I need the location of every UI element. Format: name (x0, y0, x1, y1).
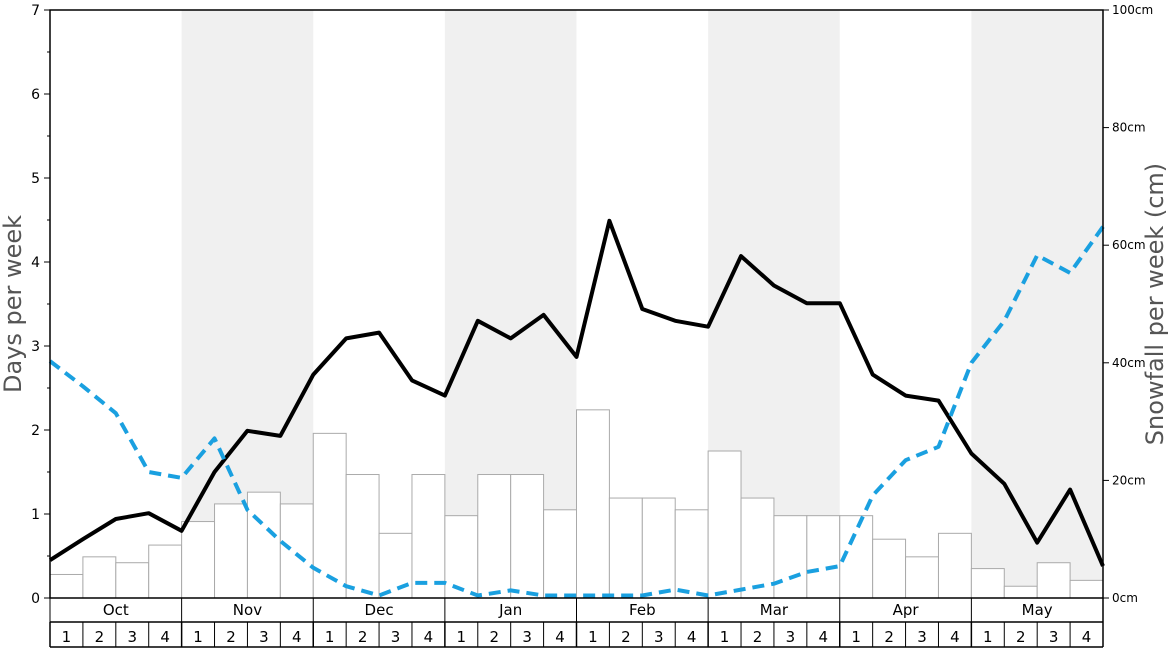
right-axis: 0cm 20cm 40cm 60cm 80cm 100cm (1103, 3, 1153, 605)
week-label: 3 (917, 628, 927, 646)
week-label: 3 (522, 628, 532, 646)
snowfall-bar (510, 474, 545, 599)
left-tick-label: 6 (31, 87, 40, 103)
left-tick-label: 3 (31, 339, 40, 355)
snowfall-bar (872, 538, 907, 599)
month-label: Nov (233, 601, 262, 619)
snowfall-bar (411, 474, 446, 599)
month-label: Feb (629, 601, 656, 619)
week-label: 2 (358, 628, 368, 646)
left-axis: 0 1 2 3 4 5 6 7 (31, 3, 50, 607)
snowfall-bar (312, 432, 347, 599)
week-label: 3 (786, 628, 796, 646)
week-label: 4 (819, 628, 829, 646)
snowfall-bar (905, 556, 939, 599)
right-tick-label: 100cm (1112, 3, 1153, 17)
snowfall-bar (543, 509, 577, 599)
right-tick-label: 0cm (1112, 591, 1138, 605)
snowfall-bar (181, 521, 216, 599)
snowfall-bar (576, 409, 610, 599)
week-label: 1 (457, 628, 467, 646)
snowfall-bar (1036, 562, 1071, 599)
left-tick-label: 5 (31, 171, 40, 187)
right-tick-label: 20cm (1112, 473, 1146, 487)
week-label: 2 (753, 628, 763, 646)
snowfall-bar (1003, 585, 1038, 599)
week-label: 2 (1016, 628, 1026, 646)
snowfall-bar (279, 503, 314, 599)
week-label: 4 (424, 628, 434, 646)
week-label: 1 (325, 628, 335, 646)
snowfall-bar (148, 544, 183, 599)
week-label: 2 (621, 628, 631, 646)
right-axis-label: Snowfall per week (cm) (1141, 163, 1168, 445)
week-label: 3 (259, 628, 269, 646)
left-tick-label: 2 (31, 423, 40, 439)
snowfall-bar (806, 515, 841, 599)
snowfall-bar (214, 503, 248, 599)
snowfall-bar (740, 497, 775, 599)
month-label: Oct (103, 601, 129, 619)
snowfall-bar (970, 568, 1005, 599)
week-label: 1 (720, 628, 730, 646)
snowfall-bar (82, 556, 117, 599)
snowfall-bar (378, 532, 413, 599)
week-label: 1 (851, 628, 861, 646)
month-row: Oct Nov Dec Jan Feb Mar Apr May (49, 598, 1104, 623)
snowfall-bar (49, 573, 84, 599)
week-label: 4 (292, 628, 302, 646)
left-axis-label: Days per week (0, 215, 27, 393)
right-tick-label: 40cm (1112, 356, 1146, 370)
snowfall-bar (707, 450, 742, 599)
snowfall-bar (345, 474, 380, 599)
month-label: May (1022, 601, 1053, 619)
month-label: Mar (760, 601, 789, 619)
month-label: Dec (365, 601, 394, 619)
week-label: 3 (654, 628, 664, 646)
month-band (971, 10, 1103, 598)
snowfall-bar (608, 497, 643, 599)
snowfall-bar (246, 491, 281, 599)
snowfall-bar (115, 562, 150, 599)
snowfall-bar (444, 515, 479, 599)
week-label: 3 (391, 628, 401, 646)
right-tick-label: 80cm (1112, 121, 1146, 135)
week-label: 1 (588, 628, 598, 646)
series-lines (48, 218, 1105, 598)
week-label: 4 (1082, 628, 1092, 646)
left-tick-label: 4 (31, 255, 40, 271)
month-label: Jan (498, 601, 522, 619)
week-label: 1 (62, 628, 72, 646)
left-tick-label: 7 (31, 3, 40, 19)
left-tick-label: 1 (31, 507, 40, 523)
week-row: 1 2 3 4 1 2 3 4 1 2 3 4 1 2 3 4 1 2 3 4 1 2 3 4 1 2 3 4 1 2 3 4 (49, 622, 1104, 648)
week-label: 2 (884, 628, 894, 646)
week-label: 1 (193, 628, 203, 646)
snowfall-bar (674, 509, 709, 599)
snowfall-bar (1069, 579, 1104, 599)
week-label: 4 (950, 628, 960, 646)
week-label: 1 (983, 628, 993, 646)
week-label: 4 (555, 628, 565, 646)
week-label: 2 (95, 628, 105, 646)
week-label: 2 (489, 628, 499, 646)
week-label: 4 (160, 628, 170, 646)
left-tick-label: 0 (31, 591, 40, 607)
snowfall-bar (773, 515, 808, 599)
right-tick-label: 60cm (1112, 238, 1146, 252)
snowfall-bar (641, 497, 676, 599)
month-label: Apr (893, 601, 920, 619)
week-label: 2 (226, 628, 236, 646)
snowfall-bar (477, 474, 512, 599)
week-label: 4 (687, 628, 697, 646)
week-label: 3 (1049, 628, 1059, 646)
week-label: 3 (127, 628, 137, 646)
snowfall-bar (937, 532, 972, 599)
